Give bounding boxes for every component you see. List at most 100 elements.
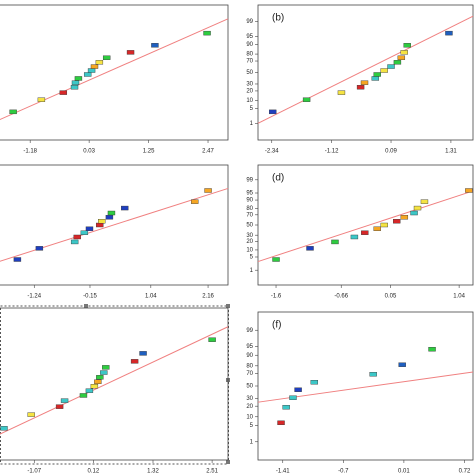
point xyxy=(35,246,44,251)
point xyxy=(294,387,302,392)
y-tick-label: 95 xyxy=(246,344,253,350)
point xyxy=(107,210,116,216)
y-tick-label: 1 xyxy=(250,439,254,445)
handle xyxy=(226,304,230,308)
y-tick-label: 20 xyxy=(246,88,253,94)
point xyxy=(70,85,79,90)
point xyxy=(98,219,106,224)
selection-frame xyxy=(0,305,229,465)
y-tick-label: 20 xyxy=(246,239,253,245)
point xyxy=(361,230,369,235)
y-tick-label: 50 xyxy=(246,70,253,76)
y-tick-label: 10 xyxy=(246,414,253,420)
y-tick-label: 90 xyxy=(246,42,253,48)
point xyxy=(371,76,380,81)
point xyxy=(356,85,365,90)
x-tick-label: 2.47 xyxy=(202,149,214,155)
point xyxy=(90,64,99,69)
y-tick-label: 99 xyxy=(246,19,253,25)
y-tick-label: 1 xyxy=(250,268,254,274)
panel-label: (f) xyxy=(272,320,281,331)
point xyxy=(9,109,17,115)
point xyxy=(71,80,80,85)
x-tick-label: -1.41 xyxy=(276,469,290,474)
point xyxy=(79,393,88,398)
point xyxy=(102,55,111,60)
point xyxy=(96,375,104,380)
x-tick-label: 1.25 xyxy=(143,149,155,155)
point xyxy=(95,222,104,228)
x-tick-label: 1.04 xyxy=(453,294,465,300)
point xyxy=(350,234,359,240)
point xyxy=(393,219,401,224)
x-tick-label: 0.03 xyxy=(83,149,95,155)
point xyxy=(80,230,89,235)
panel-label: (b) xyxy=(272,13,284,24)
x-tick-label: 1.32 xyxy=(147,469,159,474)
point xyxy=(83,72,92,77)
plot-frame xyxy=(0,307,229,461)
point xyxy=(393,60,402,65)
x-tick-label: 2.16 xyxy=(202,294,214,300)
plot-frame xyxy=(0,4,229,141)
point xyxy=(13,257,22,262)
point xyxy=(413,205,422,211)
handle xyxy=(84,304,88,308)
point xyxy=(398,362,406,367)
point xyxy=(373,72,381,77)
plot-frame xyxy=(0,164,229,286)
point xyxy=(55,404,64,409)
x-tick-label: 1.31 xyxy=(445,149,457,155)
fit-line xyxy=(0,18,229,121)
point xyxy=(302,97,311,102)
y-tick-label: 80 xyxy=(246,363,253,369)
y-tick-label: 10 xyxy=(246,98,253,104)
y-tick-label: 95 xyxy=(246,34,253,40)
point xyxy=(369,372,377,377)
panel-label: (d) xyxy=(272,173,284,184)
y-tick-label: 70 xyxy=(246,371,253,377)
point xyxy=(27,412,35,417)
point xyxy=(410,210,418,216)
y-tick-label: 50 xyxy=(246,223,253,229)
x-tick-label: 0.72 xyxy=(459,469,471,474)
point xyxy=(400,50,408,55)
y-tick-label: 5 xyxy=(250,106,254,112)
point xyxy=(289,395,297,400)
point xyxy=(360,80,369,85)
x-tick-label: -1.07 xyxy=(27,469,41,474)
point xyxy=(380,222,388,228)
point xyxy=(70,239,79,245)
point xyxy=(94,379,102,384)
y-tick-label: 50 xyxy=(246,384,253,390)
y-tick-label: 5 xyxy=(250,423,254,429)
x-tick-label: 2.51 xyxy=(206,469,218,474)
point xyxy=(139,351,147,356)
point xyxy=(204,188,212,193)
y-tick-label: 70 xyxy=(246,59,253,65)
point xyxy=(95,60,104,65)
x-tick-label: 1.04 xyxy=(145,294,157,300)
x-tick-label: -1.18 xyxy=(23,149,37,155)
x-tick-label: 0.12 xyxy=(88,469,100,474)
x-tick-label: 0.09 xyxy=(385,149,397,155)
point xyxy=(85,388,94,393)
point xyxy=(60,398,69,403)
point xyxy=(87,68,96,73)
point xyxy=(403,43,411,48)
point xyxy=(90,384,99,389)
point xyxy=(428,346,436,352)
x-tick-label: -1.6 xyxy=(271,294,282,300)
y-tick-label: 99 xyxy=(246,177,253,183)
y-tick-label: 90 xyxy=(246,198,253,204)
point xyxy=(331,239,339,245)
x-tick-label: -0.15 xyxy=(83,294,97,300)
y-tick-label: 5 xyxy=(250,255,254,261)
x-tick-label: -1.24 xyxy=(27,294,41,300)
y-tick-label: 95 xyxy=(246,191,253,197)
point xyxy=(306,246,314,251)
y-tick-label: 30 xyxy=(246,233,253,239)
point xyxy=(102,365,110,370)
